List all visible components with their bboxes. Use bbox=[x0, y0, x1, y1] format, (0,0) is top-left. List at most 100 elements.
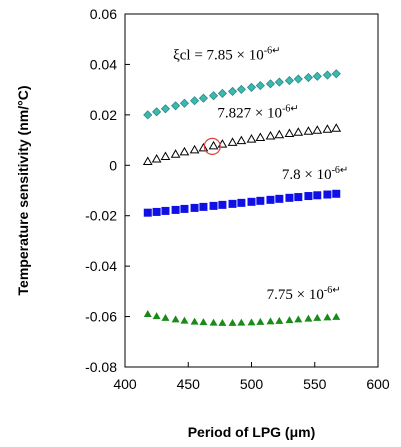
data-point bbox=[190, 96, 200, 106]
x-axis-ticks: 400 450 500 550 600 bbox=[113, 362, 390, 392]
data-point bbox=[179, 98, 190, 108]
series-annotation: 7.827 × 10-6↵ bbox=[217, 103, 298, 121]
series-3 bbox=[143, 189, 341, 217]
data-point bbox=[180, 204, 189, 213]
data-point bbox=[161, 313, 170, 321]
data-point bbox=[190, 203, 199, 212]
series-annotation: 7.8 × 10-6↵ bbox=[282, 165, 348, 183]
data-point bbox=[331, 123, 342, 132]
data-point bbox=[266, 317, 275, 325]
data-point bbox=[266, 195, 275, 204]
data-point bbox=[208, 91, 219, 101]
series-2 bbox=[142, 123, 342, 166]
data-point bbox=[294, 193, 303, 202]
data-point bbox=[190, 317, 199, 325]
x-axis-title: Period of LPG (μm) bbox=[188, 424, 316, 440]
x-tick-label: 550 bbox=[303, 376, 327, 392]
y-tick-label: -0.06 bbox=[85, 309, 117, 325]
series-annotation: ξcl = 7.85 × 10-6↵ bbox=[173, 45, 280, 63]
data-point bbox=[236, 135, 247, 145]
data-point bbox=[142, 156, 153, 166]
data-point bbox=[323, 313, 332, 321]
series-annotation: 7.75 × 10-6↵ bbox=[267, 285, 341, 303]
data-point bbox=[237, 318, 246, 326]
x-tick-label: 450 bbox=[177, 376, 201, 392]
data-point bbox=[285, 193, 294, 202]
data-point bbox=[209, 318, 218, 326]
data-point bbox=[275, 194, 284, 203]
data-point bbox=[218, 318, 227, 326]
y-tick-label: -0.04 bbox=[85, 258, 117, 274]
data-point bbox=[322, 70, 332, 80]
series-annotations: ξcl = 7.85 × 10-6↵ 7.827 × 10-6↵ 7.8 × 10-… bbox=[173, 45, 348, 303]
data-point bbox=[198, 93, 208, 103]
data-point bbox=[152, 207, 161, 216]
data-point bbox=[151, 153, 162, 163]
data-point bbox=[313, 313, 322, 321]
data-point bbox=[199, 318, 208, 326]
data-point bbox=[161, 206, 170, 215]
data-point bbox=[256, 196, 265, 205]
data-point bbox=[227, 86, 238, 96]
y-tick-label: -0.08 bbox=[85, 359, 117, 375]
x-tick-label: 400 bbox=[113, 376, 137, 392]
data-point bbox=[284, 76, 295, 86]
data-point bbox=[227, 137, 238, 146]
data-point bbox=[265, 79, 276, 89]
data-point bbox=[247, 197, 256, 206]
y-tick-label: 0 bbox=[109, 157, 117, 173]
data-point bbox=[246, 82, 257, 92]
data-point bbox=[293, 127, 304, 136]
data-point bbox=[198, 142, 209, 152]
data-point bbox=[152, 107, 162, 117]
x-tick-label: 500 bbox=[240, 376, 264, 392]
x-tick-label: 600 bbox=[366, 376, 390, 392]
data-point bbox=[322, 124, 333, 133]
series-1 bbox=[143, 69, 341, 120]
data-point bbox=[255, 132, 266, 142]
data-point bbox=[160, 151, 171, 160]
data-point bbox=[236, 84, 246, 94]
data-point bbox=[293, 74, 303, 84]
data-point bbox=[237, 198, 246, 207]
data-point bbox=[180, 316, 189, 324]
data-point bbox=[275, 316, 284, 324]
data-point bbox=[303, 126, 314, 135]
data-point bbox=[228, 318, 237, 326]
y-axis-ticks: -0.08 -0.06 -0.04 -0.02 0 0.02 0.04 0.06 bbox=[85, 6, 130, 375]
series-4 bbox=[143, 310, 341, 326]
data-point bbox=[313, 191, 322, 200]
data-point bbox=[170, 149, 181, 158]
y-axis-title: Temperature sensitivity (nm/°C) bbox=[15, 86, 31, 296]
data-point bbox=[284, 128, 295, 138]
data-point bbox=[217, 88, 227, 98]
data-point bbox=[274, 129, 285, 139]
data-point bbox=[228, 199, 237, 208]
data-point bbox=[189, 144, 200, 154]
highlight-circle bbox=[203, 137, 221, 155]
plot-frame bbox=[124, 13, 379, 368]
data-point bbox=[332, 312, 341, 320]
data-series bbox=[142, 69, 342, 326]
data-point bbox=[160, 104, 171, 114]
data-point bbox=[143, 110, 153, 120]
data-point bbox=[303, 72, 313, 83]
data-point bbox=[331, 69, 341, 79]
data-point bbox=[274, 77, 284, 87]
data-point bbox=[199, 202, 208, 211]
data-point bbox=[247, 318, 256, 326]
data-point bbox=[285, 316, 294, 324]
data-point bbox=[332, 189, 341, 198]
data-point bbox=[218, 200, 227, 209]
data-point bbox=[143, 208, 152, 217]
y-tick-label: 0.02 bbox=[90, 107, 117, 123]
y-tick-label: 0.04 bbox=[90, 56, 117, 72]
data-point bbox=[312, 71, 322, 81]
data-point bbox=[304, 314, 313, 322]
data-point bbox=[323, 190, 332, 199]
data-point bbox=[304, 192, 313, 201]
data-point bbox=[179, 146, 190, 156]
y-tick-label: -0.02 bbox=[85, 208, 117, 224]
data-point bbox=[265, 131, 276, 140]
